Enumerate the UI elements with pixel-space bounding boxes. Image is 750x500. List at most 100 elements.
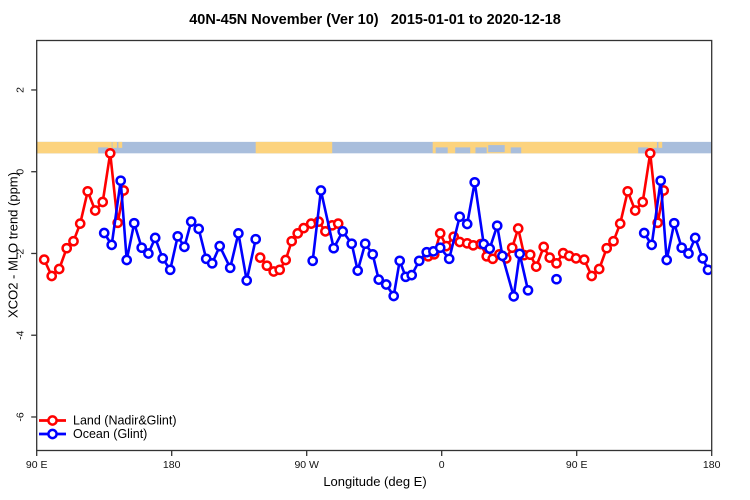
data-point xyxy=(676,242,688,254)
data-point xyxy=(89,205,101,216)
data-point xyxy=(53,263,65,275)
data-point xyxy=(646,239,658,251)
data-point xyxy=(74,218,86,229)
data-point xyxy=(332,218,344,229)
legend-point-sample xyxy=(47,428,58,440)
data-point xyxy=(274,264,286,276)
x-tick-label: 0 xyxy=(439,459,445,471)
data-point xyxy=(413,255,425,267)
data-point xyxy=(233,228,244,239)
data-point xyxy=(637,196,649,208)
band-sea-patch xyxy=(488,145,505,153)
chart-title: 40N-45N November (Ver 10) 2015-01-01 to … xyxy=(189,12,561,28)
data-point xyxy=(179,241,190,253)
data-point xyxy=(68,235,79,247)
data-point xyxy=(380,279,392,290)
x-tick-label: 90 W xyxy=(294,459,319,471)
y-tick-label: -2 xyxy=(15,249,27,258)
data-point xyxy=(46,270,58,282)
legend-point-sample xyxy=(47,415,58,426)
band-land-segment xyxy=(36,141,112,154)
data-point xyxy=(193,223,205,235)
ocean-series xyxy=(98,175,712,302)
band-sea-patch xyxy=(435,147,448,154)
data-point xyxy=(702,264,712,276)
data-point xyxy=(61,242,73,254)
band-island-patch xyxy=(652,141,657,148)
data-point xyxy=(406,269,418,281)
data-point xyxy=(443,253,455,265)
y-tick-label: -4 xyxy=(15,330,27,339)
data-point xyxy=(307,255,319,267)
data-point xyxy=(214,240,226,252)
data-point xyxy=(622,185,634,197)
data-point xyxy=(524,249,536,261)
band-ocean-base xyxy=(36,141,712,154)
data-point xyxy=(280,254,292,266)
y-tick-label: 2 xyxy=(15,87,27,93)
data-point xyxy=(346,238,358,250)
series-line xyxy=(643,179,710,271)
legend-label: Ocean (Glint) xyxy=(73,427,147,441)
data-point xyxy=(172,230,184,242)
data-point xyxy=(136,242,148,254)
data-point xyxy=(337,226,349,237)
band-sea-patch xyxy=(475,147,487,154)
band-sea-patch xyxy=(455,147,471,154)
series-line xyxy=(311,181,530,298)
data-point xyxy=(352,265,364,276)
data-point xyxy=(97,196,109,208)
data-point xyxy=(544,252,556,263)
data-point xyxy=(241,275,253,286)
x-tick-label: 180 xyxy=(163,459,181,471)
data-point xyxy=(206,257,218,269)
data-point xyxy=(570,253,582,264)
data-point xyxy=(254,252,266,263)
data-point xyxy=(98,227,110,239)
data-point xyxy=(508,291,520,302)
data-point xyxy=(121,254,133,266)
data-point xyxy=(434,242,446,254)
x-tick-label: 90 E xyxy=(26,459,48,471)
data-point xyxy=(644,147,656,159)
data-point xyxy=(224,262,236,274)
data-point xyxy=(668,217,680,229)
data-point xyxy=(149,232,161,244)
plot-border xyxy=(36,39,713,452)
data-point xyxy=(157,253,169,264)
data-point xyxy=(514,248,526,260)
legend-label: Land (Nadir&Glint) xyxy=(73,414,177,428)
data-point xyxy=(328,242,340,254)
data-point xyxy=(697,253,709,264)
land-series xyxy=(38,147,670,282)
data-point xyxy=(315,185,327,196)
data-point xyxy=(461,218,473,230)
data-point xyxy=(164,264,176,276)
data-point xyxy=(359,238,371,250)
x-tick-label: 90 E xyxy=(566,459,588,471)
data-point xyxy=(538,241,550,253)
data-point xyxy=(506,242,518,254)
data-point xyxy=(469,176,481,188)
data-point xyxy=(388,290,400,302)
band-sea-patch xyxy=(98,147,108,154)
data-point xyxy=(608,235,619,247)
data-point xyxy=(38,254,50,265)
data-point xyxy=(394,255,406,267)
data-point xyxy=(551,257,562,269)
data-point xyxy=(82,185,94,197)
data-point xyxy=(661,254,673,266)
data-point xyxy=(104,147,116,159)
data-point xyxy=(578,254,590,265)
x-tick-label: 180 xyxy=(703,459,721,471)
data-point xyxy=(454,211,466,223)
data-point xyxy=(367,248,379,260)
data-point xyxy=(491,220,503,232)
x-axis-label: Longitude (deg E) xyxy=(323,474,427,489)
y-tick-label: -6 xyxy=(15,412,27,421)
data-point xyxy=(106,239,118,251)
data-point xyxy=(683,248,694,259)
data-point xyxy=(115,175,127,187)
